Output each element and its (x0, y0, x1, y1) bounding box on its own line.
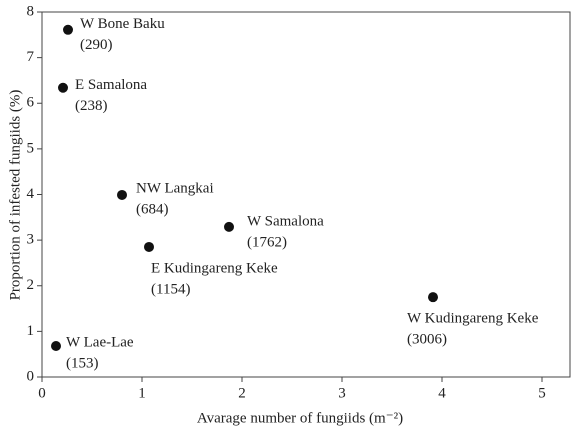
count-label: (290) (80, 37, 113, 53)
x-tick-label: 5 (538, 385, 546, 401)
y-tick-label: 8 (27, 3, 35, 19)
point (51, 340, 61, 351)
count-label: (3006) (407, 332, 447, 348)
point-label: W Bone Baku (80, 16, 165, 32)
point (117, 189, 127, 200)
x-axis-label: Avarage number of fungiids (m⁻²) (197, 410, 403, 426)
y-tick-label: 2 (27, 277, 35, 293)
y-axis-label: Proportion of infested fungiids (%) (7, 90, 23, 301)
x-tick-label: 2 (238, 385, 246, 401)
x-tick-label: 0 (38, 385, 46, 401)
point-label: E Samalona (75, 77, 147, 93)
x-tick-label: 1 (138, 385, 146, 401)
point (58, 82, 68, 93)
y-tick-label: 7 (27, 49, 35, 65)
count-label: (1762) (247, 234, 287, 250)
point-label: E Kudingareng Keke (151, 260, 278, 276)
y-tick-label: 4 (27, 186, 35, 202)
point (144, 241, 154, 252)
point (224, 221, 234, 232)
count-label: (238) (75, 98, 108, 114)
count-label: (684) (136, 201, 169, 217)
y-tick-label: 5 (27, 140, 35, 156)
point (428, 292, 438, 303)
x-tick-label: 3 (338, 385, 346, 401)
y-tick-label: 0 (27, 368, 35, 384)
x-tick-label: 4 (438, 385, 446, 401)
y-tick-label: 1 (27, 323, 35, 339)
point (63, 24, 73, 35)
count-label: (153) (66, 355, 99, 371)
point-label: W Kudingareng Keke (407, 311, 539, 327)
point-label: W Lae-Lae (66, 334, 134, 350)
point-label: W Samalona (247, 213, 324, 229)
y-tick-label: 6 (27, 95, 35, 111)
count-label: (1154) (151, 281, 190, 297)
y-tick-label: 3 (27, 232, 35, 248)
point-label: NW Langkai (136, 180, 214, 196)
